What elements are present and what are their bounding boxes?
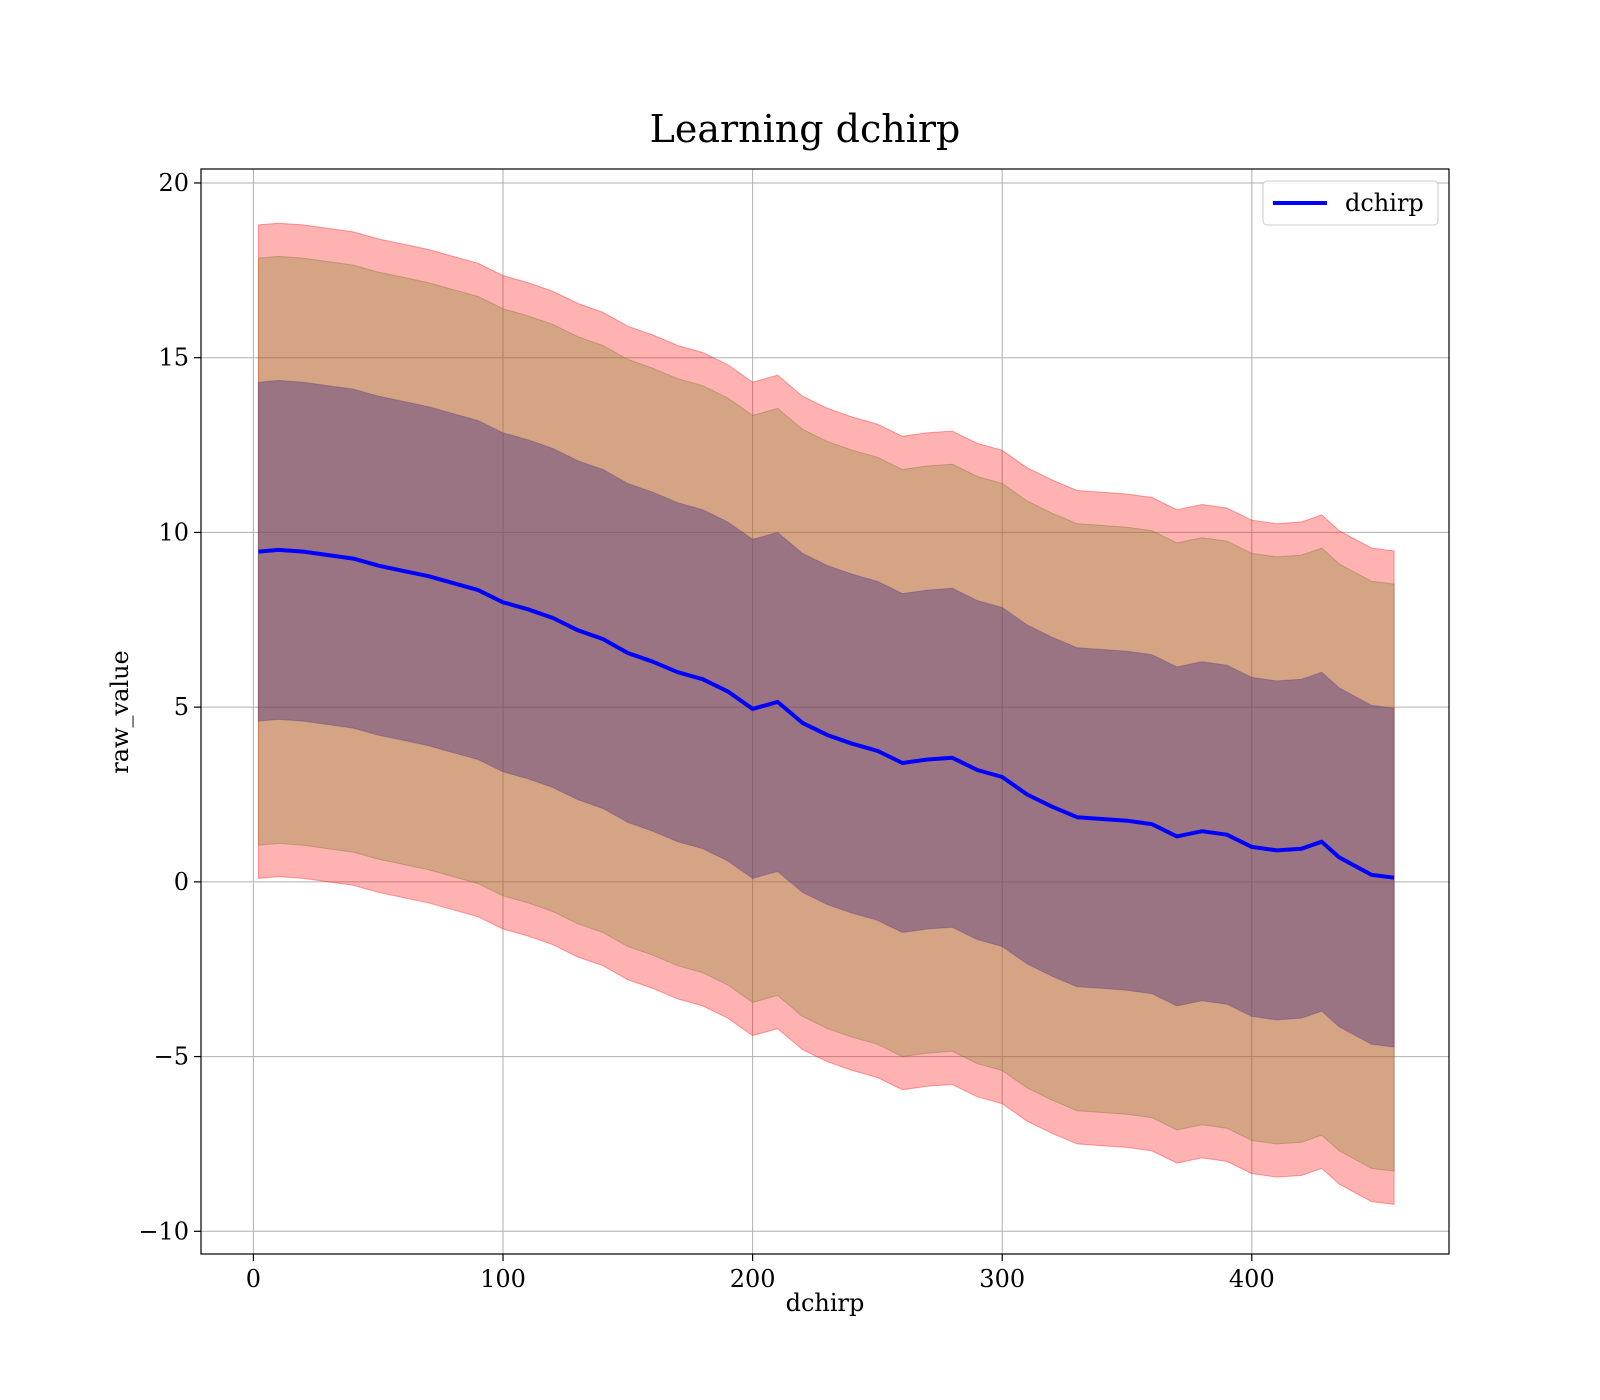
legend-box (1262, 180, 1439, 226)
x-tick-label: 100 (480, 1265, 526, 1293)
y-tick-label: 10 (158, 518, 189, 546)
grid-layer (201, 169, 1449, 1254)
outer-band (257, 222, 1395, 1205)
y-tick-label: −5 (154, 1043, 189, 1071)
x-tick-label: 200 (730, 1265, 776, 1293)
x-tick-label: 400 (1229, 1265, 1275, 1293)
tick-layer: 0 100 200 300 400 −10 −5 0 5 10 15 20 (138, 169, 1274, 1293)
chart-title: Learning dchirp (650, 107, 961, 151)
line-layer (258, 547, 1395, 880)
y-tick-label: 0 (174, 868, 189, 896)
middle-band (257, 255, 1395, 1172)
plot-frame (200, 168, 1450, 1255)
legend-label-dchirp: dchirp (1345, 189, 1424, 217)
y-tick-label: 15 (158, 344, 189, 372)
x-tick-label: 300 (979, 1265, 1025, 1293)
inner-band (257, 379, 1395, 1048)
band-layer (257, 222, 1395, 1205)
legend: dchirp (1262, 180, 1439, 226)
y-tick-label: 20 (158, 169, 189, 197)
x-axis-label: dchirp (786, 1289, 865, 1317)
x-tick-label: 0 (246, 1265, 261, 1293)
y-tick-label: 5 (174, 693, 189, 721)
series-line-dchirp (258, 547, 1395, 880)
y-tick-label: −10 (138, 1217, 189, 1245)
y-axis-label: raw_value (106, 650, 134, 774)
